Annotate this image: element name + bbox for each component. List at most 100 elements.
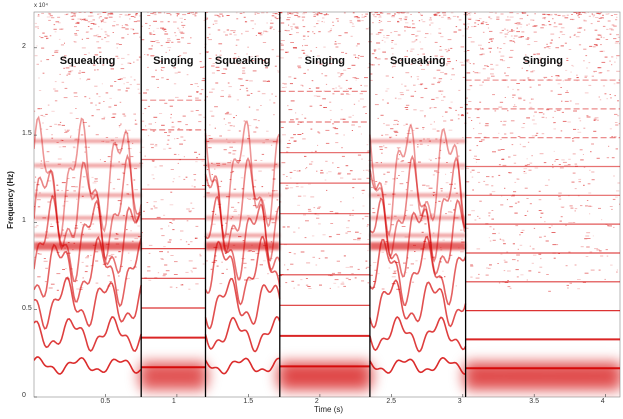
noise-speck xyxy=(211,174,213,175)
noise-speck xyxy=(504,133,507,135)
noise-speck xyxy=(96,34,99,36)
noise-speck xyxy=(471,210,475,212)
noise-speck xyxy=(160,258,164,260)
noise-speck xyxy=(103,116,106,118)
noise-speck xyxy=(114,104,117,106)
noise-speck xyxy=(261,186,264,188)
noise-speck xyxy=(80,222,82,224)
noise-speck xyxy=(397,20,399,22)
noise-speck xyxy=(406,89,410,91)
noise-speck xyxy=(558,37,560,39)
noise-speck xyxy=(214,106,218,108)
noise-speck xyxy=(498,51,501,53)
noise-speck xyxy=(313,207,316,209)
noise-speck xyxy=(394,131,399,133)
noise-speck xyxy=(601,219,603,221)
noise-speck xyxy=(192,267,197,269)
noise-speck xyxy=(35,189,39,191)
noise-speck xyxy=(45,113,48,115)
noise-speck xyxy=(116,43,120,45)
noise-speck xyxy=(358,55,360,57)
noise-speck xyxy=(160,27,165,29)
noise-speck xyxy=(290,137,294,139)
noise-speck xyxy=(95,282,99,284)
noise-speck xyxy=(468,37,472,38)
noise-speck xyxy=(360,55,364,57)
noise-speck xyxy=(110,182,112,184)
noise-speck xyxy=(248,125,252,127)
noise-speck xyxy=(558,198,562,200)
noise-speck xyxy=(315,47,318,48)
noise-speck xyxy=(512,88,514,90)
noise-speck xyxy=(338,85,341,87)
noise-speck xyxy=(86,79,88,81)
noise-speck xyxy=(231,170,235,172)
noise-speck xyxy=(600,255,604,257)
noise-speck xyxy=(513,191,517,193)
x-tick-label: 2 xyxy=(314,398,319,405)
noise-speck xyxy=(178,154,180,156)
noise-speck xyxy=(587,12,589,13)
noise-speck xyxy=(465,97,468,99)
noise-speck xyxy=(609,33,612,35)
noise-speck xyxy=(397,62,400,64)
noise-speck xyxy=(518,36,523,38)
noise-speck xyxy=(507,280,509,281)
noise-speck xyxy=(103,21,107,23)
noise-speck xyxy=(159,165,163,167)
noise-speck xyxy=(529,102,532,104)
noise-speck xyxy=(597,38,601,40)
noise-speck xyxy=(83,54,87,55)
noise-speck xyxy=(169,286,173,288)
noise-speck xyxy=(556,109,561,111)
noise-speck xyxy=(153,20,157,22)
noise-speck xyxy=(533,31,537,33)
noise-speck xyxy=(569,205,573,207)
squeak-band xyxy=(369,242,466,251)
noise-speck xyxy=(185,124,188,126)
noise-speck xyxy=(419,41,421,43)
noise-speck xyxy=(305,220,309,222)
noise-speck xyxy=(198,114,202,116)
noise-speck xyxy=(209,124,211,126)
noise-speck xyxy=(466,227,469,229)
noise-speck xyxy=(96,109,100,111)
noise-speck xyxy=(467,89,471,91)
noise-speck xyxy=(64,14,68,16)
noise-speck xyxy=(526,117,530,119)
noise-speck xyxy=(182,115,186,117)
noise-speck xyxy=(496,16,500,18)
noise-speck xyxy=(484,65,486,67)
noise-speck xyxy=(610,264,613,266)
noise-speck xyxy=(133,179,136,181)
noise-speck xyxy=(148,244,153,246)
noise-speck xyxy=(573,34,576,36)
noise-speck xyxy=(385,75,389,77)
noise-speck xyxy=(529,65,530,67)
noise-speck xyxy=(282,226,286,228)
noise-speck xyxy=(231,206,235,208)
noise-speck xyxy=(249,80,253,82)
noise-speck xyxy=(53,28,57,30)
noise-speck xyxy=(373,49,377,51)
noise-speck xyxy=(229,125,233,127)
noise-speck xyxy=(467,61,470,63)
noise-speck xyxy=(181,37,184,39)
noise-speck xyxy=(385,124,390,126)
noise-speck xyxy=(241,188,244,190)
noise-speck xyxy=(584,76,587,78)
noise-speck xyxy=(399,154,401,156)
noise-speck xyxy=(40,37,44,39)
noise-speck xyxy=(236,39,240,41)
noise-speck xyxy=(555,159,559,160)
noise-speck xyxy=(396,147,401,149)
noise-speck xyxy=(92,64,96,66)
noise-speck xyxy=(161,70,164,71)
noise-speck xyxy=(281,127,284,128)
noise-speck xyxy=(220,50,222,52)
noise-speck xyxy=(615,124,619,126)
noise-speck xyxy=(364,15,367,17)
noise-speck xyxy=(86,37,90,39)
noise-speck xyxy=(127,132,129,134)
noise-speck xyxy=(274,17,277,19)
